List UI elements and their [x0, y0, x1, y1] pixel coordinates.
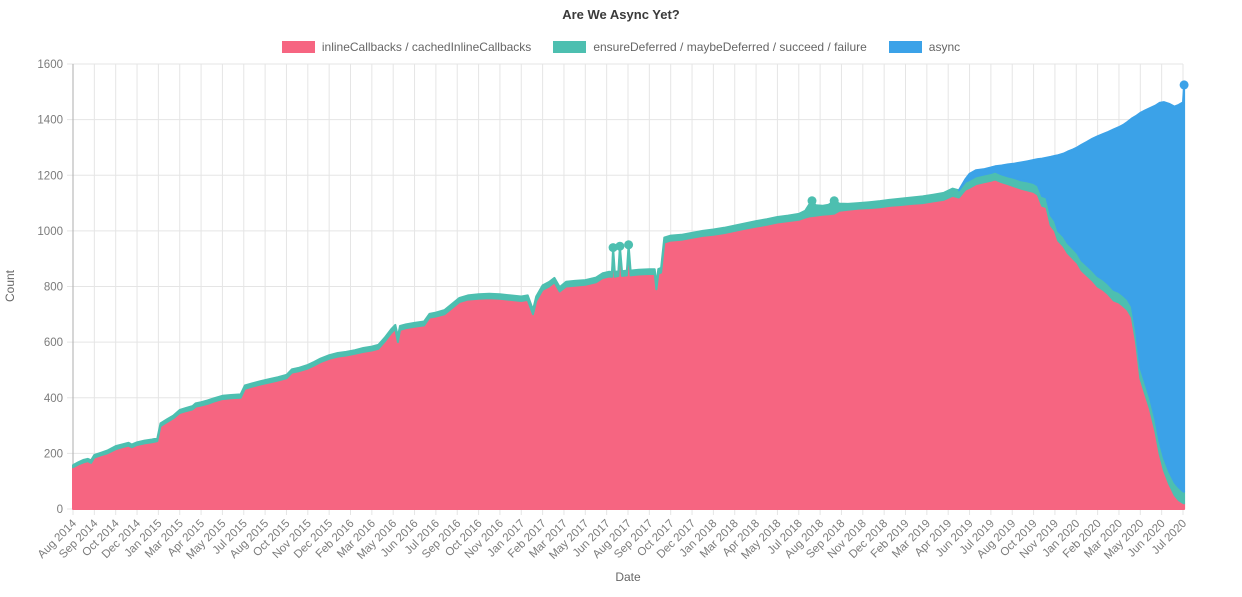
y-tick-label: 1600 — [37, 59, 63, 71]
y-tick-labels: 0 200 400 600 800 1000 1200 1400 1600 — [37, 59, 63, 516]
data-point-marker[interactable] — [615, 241, 625, 251]
area-inlinecallbacks — [72, 178, 1186, 510]
data-point-marker[interactable] — [829, 196, 839, 206]
data-point-marker[interactable] — [807, 196, 817, 206]
chart-title: Are We Async Yet? — [562, 7, 680, 22]
y-tick-label: 0 — [57, 504, 63, 516]
legend-label-ensuredeferred: ensureDeferred / maybeDeferred / succeed… — [593, 40, 867, 54]
area-async — [957, 83, 1186, 493]
y-tick-label: 1000 — [37, 226, 63, 238]
legend-swatch-ensuredeferred-icon — [553, 41, 587, 53]
legend-swatch-inlinecallbacks-icon — [281, 41, 315, 53]
y-tick-label: 800 — [44, 282, 63, 294]
legend-item-inlinecallbacks[interactable]: inlineCallbacks / cachedInlineCallbacks — [281, 40, 532, 54]
data-point-marker[interactable] — [624, 240, 634, 250]
data-point-marker[interactable] — [608, 243, 618, 253]
legend-label-inlinecallbacks: inlineCallbacks / cachedInlineCallbacks — [321, 40, 532, 54]
y-axis-title: Count — [3, 269, 17, 303]
y-tick-label: 600 — [44, 337, 63, 349]
legend-swatch-async-icon — [888, 41, 922, 53]
legend-item-ensuredeferred[interactable]: ensureDeferred / maybeDeferred / succeed… — [553, 40, 867, 54]
data-point-marker[interactable] — [1179, 80, 1189, 90]
y-tick-label: 1400 — [37, 115, 63, 127]
legend-item-async[interactable]: async — [888, 40, 961, 54]
y-tick-label: 400 — [44, 393, 63, 405]
legend: inlineCallbacks / cachedInlineCallbacks … — [0, 40, 1242, 54]
y-tick-label: 1200 — [37, 170, 63, 182]
point-markers — [608, 80, 1189, 253]
x-axis-title: Date — [615, 570, 641, 584]
y-tick-label: 200 — [44, 448, 63, 460]
legend-label-async: async — [928, 40, 961, 54]
